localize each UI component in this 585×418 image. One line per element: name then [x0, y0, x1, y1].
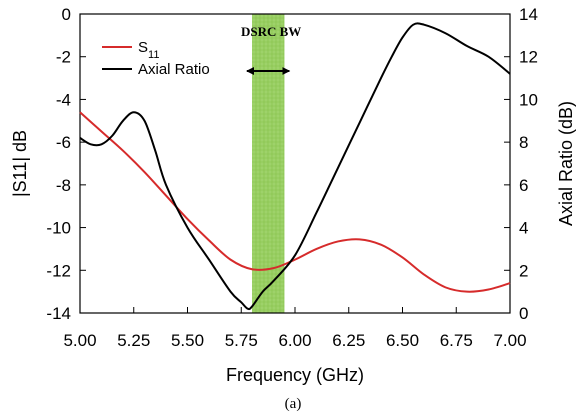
- x-tick-label: 6.50: [386, 331, 419, 350]
- series-line-axial-ratio: [79, 22, 511, 311]
- x-tick-label: 5.50: [171, 331, 204, 350]
- y-left-tick-label: -6: [56, 133, 71, 152]
- x-axis-title: Frequency (GHz): [226, 365, 364, 385]
- y-right-tick-label: 0: [519, 304, 528, 323]
- y-right-tick-label: 6: [519, 176, 528, 195]
- y-right-tick-label: 2: [519, 261, 528, 280]
- y-right-tick-label: 8: [519, 133, 528, 152]
- y-axis-left-title: |S11| dB: [10, 130, 30, 197]
- y-axis-right-title: Axial Ratio (dB): [556, 101, 576, 226]
- x-tick-label: 6.75: [440, 331, 473, 350]
- y-left-tick-label: -2: [56, 48, 71, 67]
- figure-caption: (a): [285, 396, 302, 412]
- y-right-tick-label: 14: [519, 5, 538, 24]
- x-tick-label: 5.00: [63, 331, 96, 350]
- band-label: DSRC BW: [241, 24, 301, 39]
- y-left-tick-label: -4: [56, 90, 71, 109]
- dsrc-band-layer: [252, 14, 285, 313]
- legend: S11 Axial Ratio: [102, 39, 210, 78]
- x-tick-label: 5.25: [117, 331, 150, 350]
- legend-label-s11-sub: 11: [148, 49, 159, 61]
- axes-layer: 5.00 5.25 5.50 5.75 6.00 6.25 6.50 6.75 7.00 0 -2 -…: [46, 5, 538, 350]
- y-right-tick-label: 4: [519, 219, 528, 238]
- y-left-tick-label: 0: [62, 5, 71, 24]
- legend-label-s11-main: S: [138, 39, 148, 56]
- x-tick-label: 6.25: [332, 331, 365, 350]
- y-left-tick-label: -14: [46, 304, 71, 323]
- y-left-tick-label: -10: [46, 219, 71, 238]
- y-left-tick-label: -8: [56, 176, 71, 195]
- y-left-tick-label: -12: [46, 261, 71, 280]
- x-tick-label: 5.75: [225, 331, 258, 350]
- plot-frame: [79, 13, 511, 314]
- y-right-tick-label: 12: [519, 48, 538, 67]
- series-layer: [79, 22, 511, 311]
- x-tick-label: 6.00: [278, 331, 311, 350]
- x-tick-label: 7.00: [493, 331, 526, 350]
- series-line-s11: [79, 111, 511, 293]
- y-right-tick-label: 10: [519, 90, 538, 109]
- legend-label-s11: S11: [138, 39, 159, 61]
- legend-label-axial-ratio: Axial Ratio: [138, 61, 210, 78]
